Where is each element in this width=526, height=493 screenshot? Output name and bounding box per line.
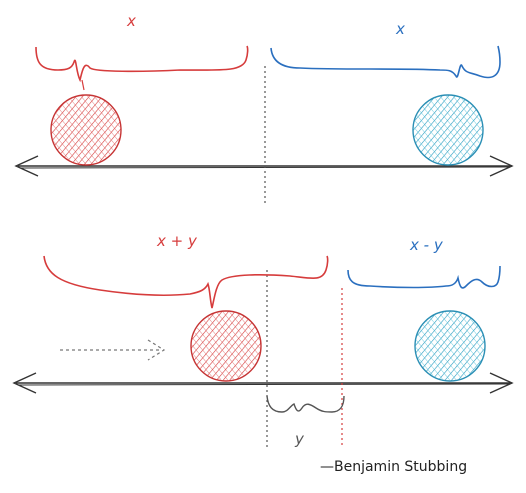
bottom-axis-left-arrow-icon xyxy=(12,372,37,394)
bottom-blue-ball xyxy=(414,310,486,382)
bottom-axis-right-arrow-icon xyxy=(489,372,514,394)
bottom-right-brace xyxy=(347,265,501,289)
top-right-label: x xyxy=(396,20,405,38)
gap-label: y xyxy=(295,430,304,448)
top-right-brace xyxy=(270,45,501,79)
top-red-ball xyxy=(50,94,122,166)
motion-arrow-icon xyxy=(60,339,166,361)
bottom-left-brace xyxy=(43,255,329,309)
top-left-label: x xyxy=(127,12,136,30)
top-left-brace xyxy=(35,45,249,83)
bottom-left-label: x + y xyxy=(157,232,197,250)
top-left-brace-tip xyxy=(81,79,85,91)
gap-brace xyxy=(266,395,345,413)
top-blue-ball xyxy=(412,94,484,166)
bottom-axis xyxy=(12,372,514,394)
bottom-right-label: x - y xyxy=(410,236,443,254)
top-axis-right-arrow-icon xyxy=(489,155,514,177)
signature: —Benjamin Stubbing xyxy=(320,459,468,475)
top-axis-left-arrow-icon xyxy=(14,155,39,177)
bottom-red-ball xyxy=(190,310,262,382)
